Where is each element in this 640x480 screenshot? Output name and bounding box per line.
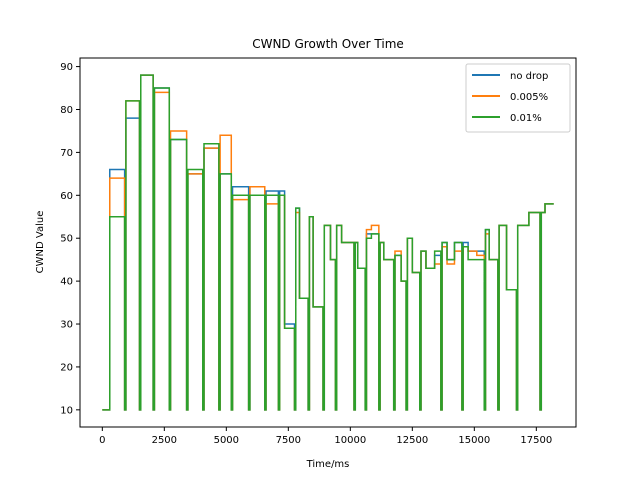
x-axis-label: Time/ms bbox=[306, 459, 350, 470]
legend-label-1: 0.005% bbox=[510, 92, 548, 103]
y-tick-label: 60 bbox=[60, 191, 73, 202]
x-tick-label: 12500 bbox=[396, 435, 428, 446]
x-tick-label: 7500 bbox=[276, 435, 301, 446]
y-tick-label: 40 bbox=[60, 277, 73, 288]
legend-label-2: 0.01% bbox=[510, 113, 542, 124]
legend-label-0: no drop bbox=[510, 71, 548, 82]
y-tick-label: 90 bbox=[60, 62, 73, 73]
x-tick-label: 2500 bbox=[152, 435, 177, 446]
y-axis: 10 20 30 40 50 60 70 80 90 bbox=[60, 62, 80, 416]
legend-box bbox=[465, 63, 571, 133]
series-layer bbox=[102, 74, 554, 411]
y-tick-label: 50 bbox=[60, 234, 73, 245]
y-tick-label: 70 bbox=[60, 148, 73, 159]
legend: no drop 0.005% 0.01% bbox=[465, 63, 571, 133]
chart-title: CWND Growth Over Time bbox=[252, 37, 404, 51]
y-tick-label: 10 bbox=[60, 405, 73, 416]
plot-frame bbox=[79, 57, 577, 428]
y-tick-label: 30 bbox=[60, 320, 73, 331]
y-axis-label: CWND Value bbox=[35, 211, 46, 274]
series-line-2 bbox=[102, 74, 554, 411]
x-tick-label: 5000 bbox=[214, 435, 239, 446]
y-tick-label: 80 bbox=[60, 105, 73, 116]
y-tick-label: 20 bbox=[60, 362, 73, 373]
x-axis: 0 2500 5000 7500 10000 12500 15000 17500 bbox=[99, 427, 552, 446]
x-tick-label: 10000 bbox=[334, 435, 366, 446]
x-tick-label: 17500 bbox=[520, 435, 552, 446]
x-tick-label: 15000 bbox=[458, 435, 490, 446]
x-tick-label: 0 bbox=[99, 435, 105, 446]
